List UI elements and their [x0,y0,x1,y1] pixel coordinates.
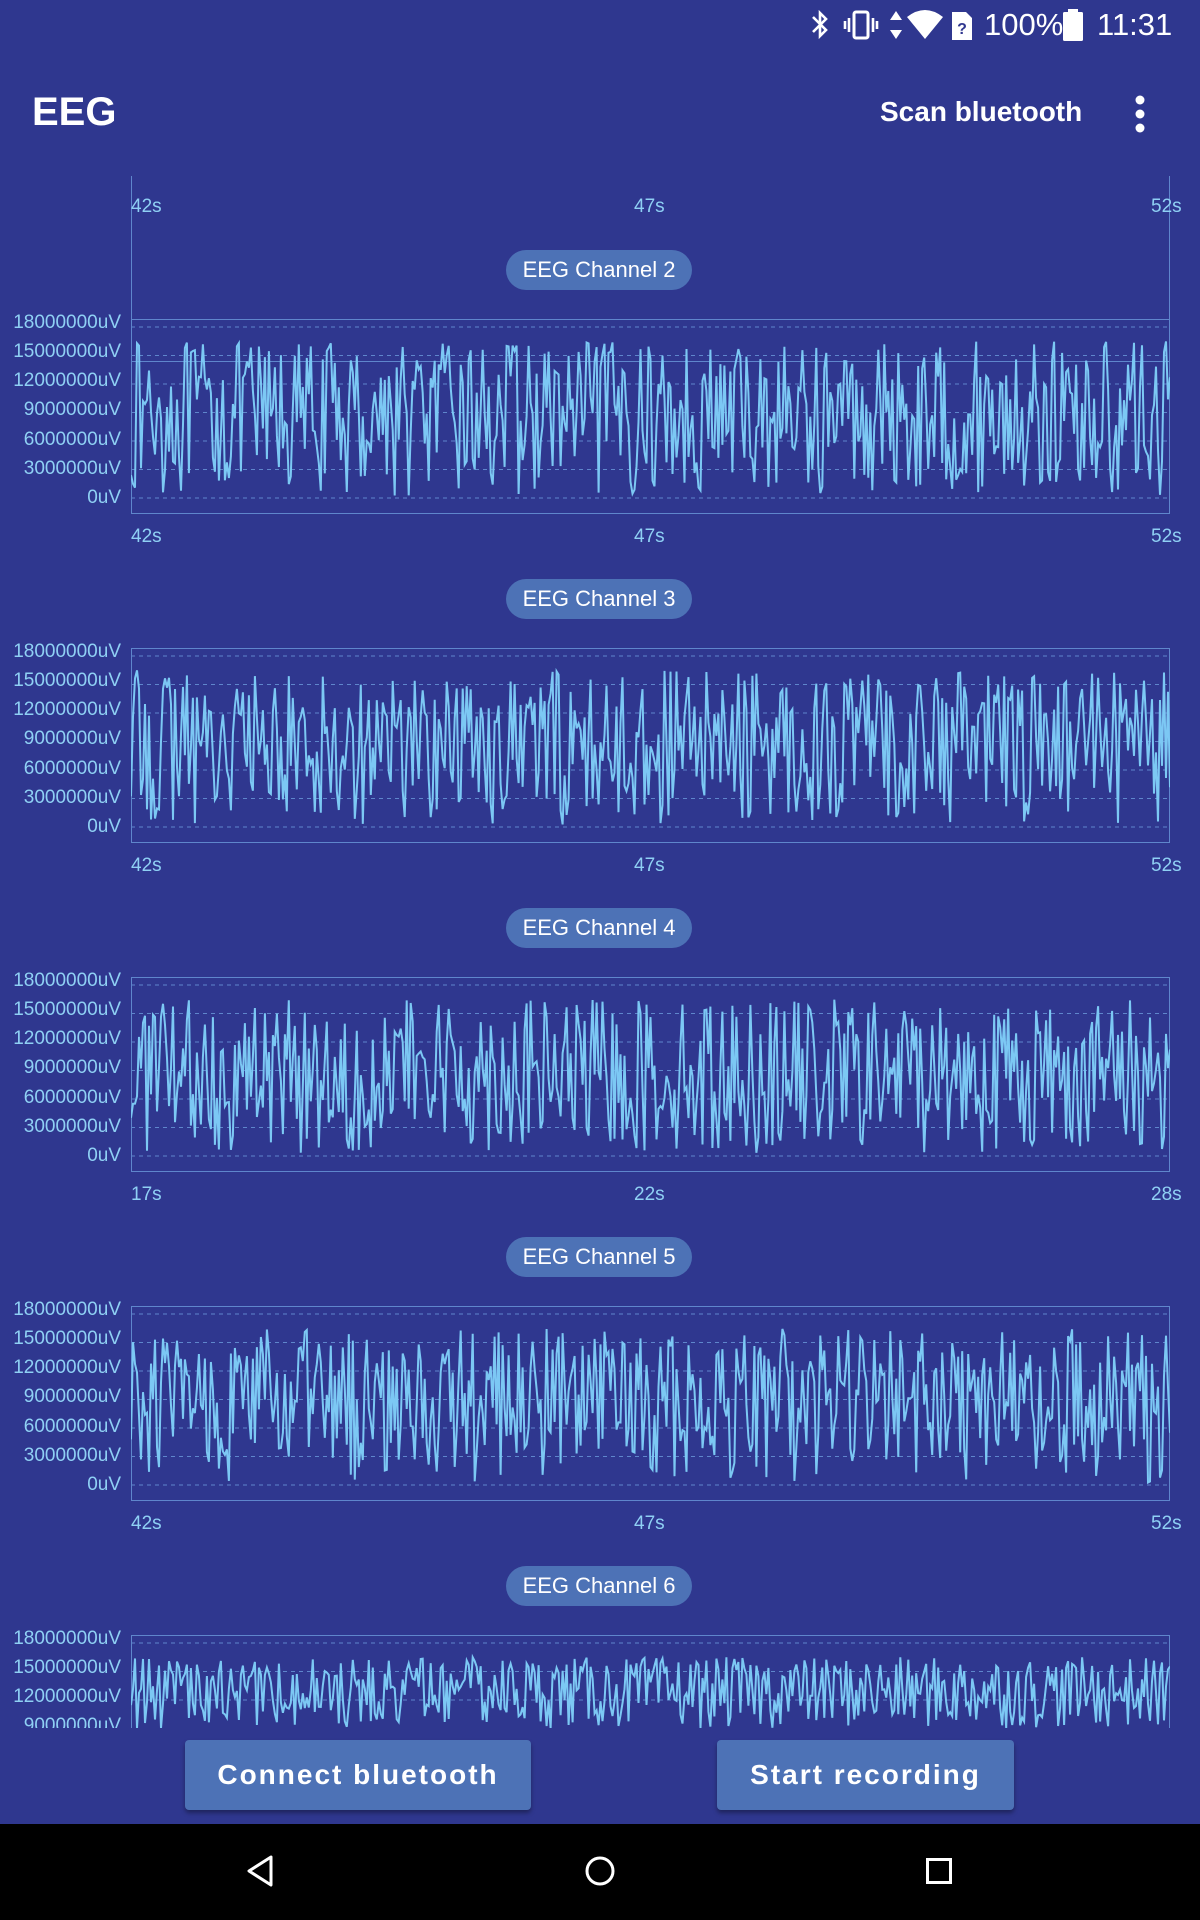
y-tick-label: 0uV [87,1145,121,1166]
y-tick-label: 9000000uV [23,1715,121,1728]
back-icon[interactable] [245,1854,275,1888]
vibrate-icon [843,10,879,40]
y-tick-label: 15000000uV [13,341,121,362]
x-tick-label: 52s [1151,526,1182,547]
y-tick-label: 12000000uV [13,1028,121,1049]
eeg-trace-channel-2 [131,326,1170,499]
chart-frame [131,1635,1170,1728]
chart-frame [131,319,1170,514]
y-tick-label: 18000000uV [13,641,121,662]
y-tick-label: 18000000uV [13,1628,121,1649]
x-tick-label: 52s [1151,196,1182,217]
y-tick-label: 9000000uV [23,728,121,749]
x-tick-label: 52s [1151,1513,1182,1534]
y-tick-label: 6000000uV [23,758,121,779]
y-tick-label: 12000000uV [13,370,121,391]
eeg-trace-channel-4 [131,984,1170,1157]
y-tick-label: 9000000uV [23,1386,121,1407]
channel-label-chip: EEG Channel 3 [506,579,692,619]
y-tick-label: 15000000uV [13,670,121,691]
svg-text:?: ? [957,21,967,38]
y-tick-label: 18000000uV [13,1299,121,1320]
y-tick-label: 3000000uV [23,458,121,479]
bluetooth-icon [812,9,828,40]
channel-label-chip: EEG Channel 5 [506,1237,692,1277]
battery-percent: 100% [984,7,1064,42]
y-tick-label: 12000000uV [13,699,121,720]
eeg-series-line [131,667,1170,825]
connect-bluetooth-button[interactable]: Connect bluetooth [185,1740,531,1810]
y-tick-label: 6000000uV [23,429,121,450]
x-tick-label: 17s [131,1184,162,1205]
eeg-trace-channel-5 [131,1313,1170,1486]
x-tick-label: 42s [131,1513,162,1534]
y-tick-label: 9000000uV [23,1057,121,1078]
start-recording-button[interactable]: Start recording [717,1740,1014,1810]
y-tick-label: 6000000uV [23,1416,121,1437]
y-tick-label: 3000000uV [23,787,121,808]
no-sim-icon: ? [952,12,972,40]
battery-icon [1063,9,1083,41]
x-tick-label: 47s [634,855,665,876]
x-tick-label: 28s [1151,1184,1182,1205]
chart-frame [131,977,1170,1172]
y-tick-label: 0uV [87,816,121,837]
x-tick-label: 42s [131,196,162,217]
x-tick-label: 47s [634,196,665,217]
wifi-icon [907,10,943,39]
home-icon[interactable] [584,1855,616,1887]
y-tick-label: 18000000uV [13,970,121,991]
data-arrows-icon [890,11,902,39]
y-tick-label: 6000000uV [23,1087,121,1108]
app-bar: EEG Scan bluetooth [0,50,1200,176]
x-tick-label: 47s [634,1513,665,1534]
chart-scroll-area[interactable]: 42s 47s 52s EEG Channel 2 18000000uV 150… [0,176,1200,1728]
recents-icon[interactable] [925,1857,953,1885]
y-tick-label: 15000000uV [13,999,121,1020]
eeg-series-line [131,1327,1170,1485]
app-title: EEG [32,90,117,134]
eeg-series-line [131,1653,1170,1728]
y-tick-label: 3000000uV [23,1116,121,1137]
x-tick-label: 52s [1151,855,1182,876]
eeg-series-line [131,999,1170,1153]
channel-label-chip: EEG Channel 2 [506,250,692,290]
eeg-series-line [131,339,1170,497]
y-tick-label: 15000000uV [13,1328,121,1349]
y-tick-label: 18000000uV [13,312,121,333]
navigation-bar [0,1824,1200,1920]
scan-bluetooth-button[interactable]: Scan bluetooth [880,96,1083,127]
eeg-trace-channel-3 [131,655,1170,828]
eeg-trace-channel-6 [131,1642,1170,1728]
channel-label-chip: EEG Channel 6 [506,1566,692,1606]
y-tick-label: 12000000uV [13,1686,121,1707]
y-tick-label: 3000000uV [23,1445,121,1466]
y-tick-label: 15000000uV [13,1657,121,1678]
clock: 11:31 [1097,7,1173,42]
x-tick-label: 47s [634,526,665,547]
y-tick-label: 0uV [87,487,121,508]
y-tick-label: 9000000uV [23,399,121,420]
x-tick-label: 22s [634,1184,665,1205]
x-tick-label: 42s [131,855,162,876]
y-tick-label: 0uV [87,1474,121,1495]
y-tick-label: 12000000uV [13,1357,121,1378]
x-tick-label: 42s [131,526,162,547]
status-bar: ? 100% 11:31 [0,0,1200,50]
channel-label-chip: EEG Channel 4 [506,908,692,948]
more-vert-icon[interactable] [1122,92,1158,136]
